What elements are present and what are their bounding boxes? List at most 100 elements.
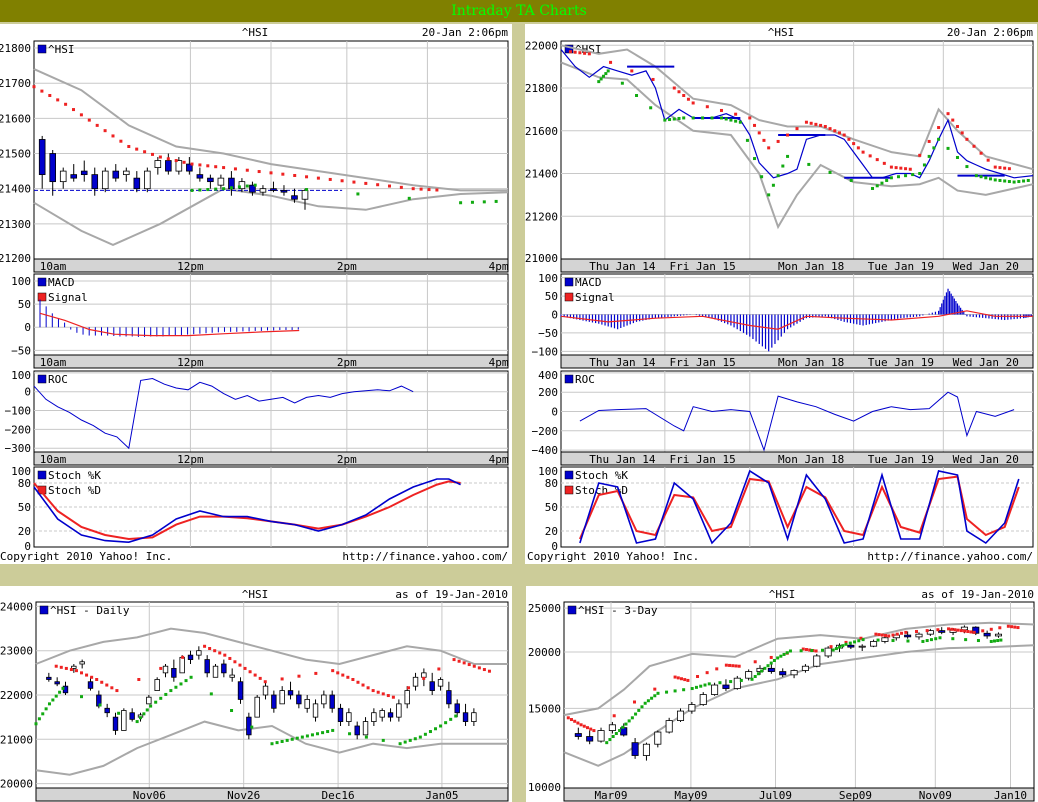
psar-red-dot xyxy=(946,112,950,116)
y-tick-label: 21800 xyxy=(525,82,558,95)
x-tick-label: 2pm xyxy=(337,260,357,273)
psar-green-dot xyxy=(785,651,789,655)
legend-label: ROC xyxy=(48,373,68,386)
bollinger-lower xyxy=(35,720,508,776)
candle-body xyxy=(983,632,991,637)
chart-header-symbol: ^HSI xyxy=(768,26,795,39)
psar-green-dot xyxy=(44,707,48,711)
y-tick-label: −300 xyxy=(5,442,32,455)
psar-red-dot xyxy=(651,77,655,81)
psar-red-dot xyxy=(737,664,741,668)
psar-green-dot xyxy=(925,639,929,643)
psar-green-dot xyxy=(494,199,498,203)
psar-green-dot xyxy=(707,682,711,686)
psar-green-dot xyxy=(444,721,448,725)
candle-body xyxy=(271,694,277,709)
psar-red-dot xyxy=(986,158,990,162)
psar-green-dot xyxy=(635,94,639,97)
stoch-k-line xyxy=(579,469,1020,545)
candle-body xyxy=(204,659,210,674)
psar-green-dot xyxy=(979,175,983,179)
psar-red-dot xyxy=(566,716,570,720)
psar-green-dot xyxy=(756,672,760,676)
psar-green-dot xyxy=(214,187,218,191)
candle-body xyxy=(586,736,594,742)
psar-red-dot xyxy=(889,165,893,169)
psar-red-dot xyxy=(874,632,878,636)
psar-green-dot xyxy=(189,675,193,679)
y-tick-label: −50 xyxy=(11,344,31,357)
psar-green-dot xyxy=(889,176,893,180)
psar-red-dot xyxy=(963,629,967,633)
candle-body xyxy=(59,170,67,183)
psar-red-dot xyxy=(583,51,587,55)
psar-red-dot xyxy=(880,633,884,637)
x-tick-label: Mar09 xyxy=(594,789,627,802)
psar-red-dot xyxy=(361,683,365,687)
psar-red-dot xyxy=(90,675,94,679)
psar-red-dot xyxy=(965,137,969,141)
bollinger-lower xyxy=(560,61,1034,230)
psar-red-dot xyxy=(119,139,123,143)
psar-red-dot xyxy=(582,724,586,728)
legend-label: ^HSI - Daily xyxy=(50,604,130,617)
psar-green-dot xyxy=(974,174,978,178)
psar-green-dot xyxy=(984,176,988,180)
psar-green-dot xyxy=(117,711,121,715)
x-tick-label: Tue Jan 19 xyxy=(868,453,934,466)
psar-red-dot xyxy=(969,630,973,634)
psar-red-dot xyxy=(696,675,700,679)
psar-red-dot xyxy=(753,123,757,127)
psar-red-dot xyxy=(388,184,391,188)
legend-label: MACD xyxy=(575,276,602,289)
candle-body xyxy=(421,672,427,678)
page-title: Intraday TA Charts xyxy=(451,3,587,19)
psar-red-dot xyxy=(228,656,232,660)
candle-body xyxy=(654,731,662,745)
candle-body xyxy=(38,139,46,176)
candle-body xyxy=(49,153,56,183)
psar-red-dot xyxy=(989,627,993,631)
psar-red-dot xyxy=(280,677,284,681)
psar-red-dot xyxy=(80,671,84,675)
psar-green-dot xyxy=(605,741,609,745)
y-tick-label: 21200 xyxy=(525,210,558,223)
psar-green-dot xyxy=(682,688,686,692)
y-tick-label: 21500 xyxy=(0,148,31,161)
y-tick-label: −400 xyxy=(532,444,559,457)
x-tick-label: Jan05 xyxy=(425,789,458,802)
y-tick-label: 21400 xyxy=(525,168,558,181)
candle-body xyxy=(301,190,309,200)
psar-red-dot xyxy=(904,167,908,171)
psar-red-dot xyxy=(809,121,813,125)
psar-green-dot xyxy=(734,119,738,123)
psar-red-dot xyxy=(915,629,918,633)
psar-red-dot xyxy=(715,667,719,671)
psar-red-dot xyxy=(672,86,676,90)
psar-red-dot xyxy=(467,663,471,667)
psar-red-dot xyxy=(868,154,872,158)
psar-red-dot xyxy=(190,162,194,166)
psar-red-dot xyxy=(218,651,222,655)
y-tick-label: 21600 xyxy=(525,125,558,138)
candle-body xyxy=(711,684,719,695)
psar-red-dot xyxy=(686,678,690,682)
psar-red-dot xyxy=(633,700,636,704)
psar-red-dot xyxy=(341,673,345,677)
x-axis-band xyxy=(33,451,509,466)
psar-red-dot xyxy=(110,686,114,690)
psar-red-dot xyxy=(804,648,808,652)
macd-signal xyxy=(560,310,1033,330)
psar-red-dot xyxy=(676,676,680,680)
psar-green-dot xyxy=(54,694,58,698)
psar-red-dot xyxy=(233,167,237,171)
psar-red-dot xyxy=(340,179,344,183)
y-tick-label: 0 xyxy=(551,309,558,322)
psar-green-dot xyxy=(61,686,65,690)
psar-green-dot xyxy=(634,712,638,716)
psar-red-dot xyxy=(269,171,273,175)
psar-red-dot xyxy=(691,101,695,105)
psar-green-dot xyxy=(310,733,314,737)
candle-body xyxy=(112,170,120,179)
candle-body xyxy=(354,725,360,736)
